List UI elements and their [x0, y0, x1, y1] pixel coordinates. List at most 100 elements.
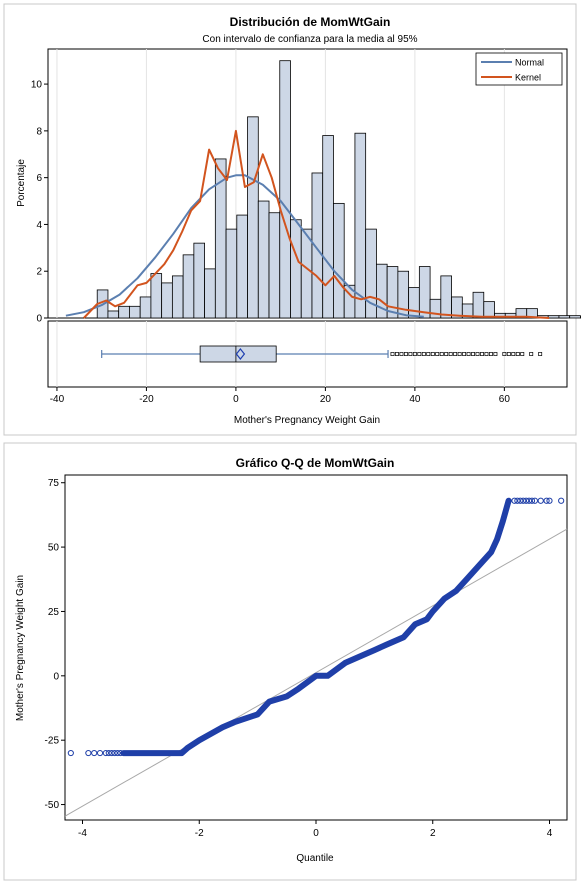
box-outlier	[538, 352, 543, 356]
qq-point	[537, 497, 544, 504]
qq-point	[85, 749, 92, 757]
qq-y-tick-label: -50	[45, 800, 60, 811]
box-outlier	[448, 352, 453, 356]
histogram-bar	[279, 60, 291, 319]
histogram-bar	[257, 200, 270, 319]
histogram-bar	[139, 296, 152, 319]
y-tick-label: 2	[36, 267, 42, 278]
qq-point	[514, 497, 521, 504]
x-tick-label: -40	[50, 394, 65, 405]
histogram-bar	[322, 135, 334, 319]
qq-point	[531, 497, 538, 504]
box-outlier	[412, 352, 417, 356]
normal-density-curve	[65, 174, 424, 318]
histogram-bar	[171, 275, 184, 319]
qq-point-band	[120, 497, 512, 757]
y-tick-label: 0	[36, 314, 42, 325]
box-outlier	[484, 352, 489, 356]
box-outlier	[430, 352, 435, 356]
box-outlier	[399, 352, 404, 356]
histogram-chart: Distribución de MomWtGain Con intervalo …	[3, 3, 581, 436]
qq-x-tick-label: 2	[430, 828, 436, 839]
qq-y-tick-label: 0	[53, 671, 59, 682]
legend-normal-label: Normal	[515, 58, 544, 68]
qq-y-tick-label: 75	[48, 478, 60, 489]
qq-y-tick-label: 50	[48, 543, 60, 554]
histogram-bar	[247, 116, 259, 319]
histogram-bar	[397, 270, 410, 319]
qq-reference-line	[64, 528, 568, 817]
box-outlier	[511, 352, 516, 356]
qq-point	[543, 497, 550, 504]
qq-point	[517, 497, 524, 504]
qq-point	[96, 749, 104, 757]
box-outlier	[480, 352, 484, 356]
histogram-bar	[225, 228, 238, 319]
histogram-bar	[236, 214, 248, 319]
legend: Normal Kernel	[475, 52, 563, 86]
qq-y-tick-label: -25	[45, 736, 60, 747]
histogram-bar	[118, 305, 130, 319]
histogram-bar	[161, 282, 173, 319]
box-outlier	[390, 352, 395, 356]
box-outlier	[408, 352, 413, 356]
legend-kernel-label: Kernel	[515, 73, 541, 83]
histogram-bar	[440, 275, 452, 319]
qq-point	[105, 749, 112, 757]
qq-point	[111, 749, 118, 757]
box-outlier	[488, 352, 493, 356]
box-outlier	[403, 352, 408, 356]
histogram-bar	[129, 305, 141, 319]
box-iqr	[199, 345, 277, 363]
qq-point	[520, 497, 527, 504]
box-outlier	[435, 352, 440, 356]
histogram-bar	[150, 273, 163, 319]
qq-y-axis-label: Mother's Pregnancy Weight Gain	[15, 575, 26, 721]
box-outlier	[520, 352, 525, 356]
qq-x-tick-label: 0	[313, 828, 319, 839]
histogram-bar	[408, 287, 420, 319]
qq-point	[525, 497, 533, 504]
qq-point	[558, 497, 565, 504]
histogram-bar	[547, 315, 560, 319]
box-outlier	[493, 352, 498, 356]
box-outlier	[466, 352, 471, 356]
box-outlier	[395, 352, 399, 356]
box-outlier	[439, 352, 444, 356]
legend-box	[475, 52, 563, 86]
histogram-bar	[354, 132, 367, 319]
qq-point	[117, 749, 124, 757]
histogram-bar	[204, 268, 216, 319]
box-outlier	[515, 352, 520, 356]
qq-point	[114, 749, 121, 757]
chart-title: Distribución de MomWtGain	[230, 15, 391, 29]
y-tick-label: 8	[36, 126, 42, 137]
chart-subtitle: Con intervalo de confianza para la media…	[202, 34, 417, 45]
qq-plot-area	[64, 474, 568, 821]
box-outlier	[502, 352, 507, 356]
qq-point	[91, 749, 98, 757]
histogram-bar	[107, 310, 120, 319]
histogram-bar	[569, 315, 581, 319]
histogram-bar	[290, 219, 302, 319]
x-tick-label: 20	[320, 394, 332, 405]
qq-point	[523, 497, 530, 504]
histogram-bar	[268, 212, 281, 319]
y-tick-label: 6	[36, 173, 42, 184]
histogram-bar	[558, 315, 571, 319]
kernel-density-curve	[83, 129, 550, 319]
qq-x-tick-label: -4	[78, 828, 87, 839]
qq-chart-title: Gráfico Q-Q de MomWtGain	[236, 456, 395, 470]
histogram-bar	[300, 228, 313, 319]
qq-point	[102, 749, 109, 757]
qq-point	[108, 749, 115, 757]
qq-x-tick-label: -2	[195, 828, 204, 839]
box-outlier	[444, 352, 449, 356]
box-mean-marker	[235, 348, 246, 360]
box-outlier	[475, 352, 480, 356]
qq-y-tick-label: 25	[48, 607, 60, 618]
x-tick-label: -20	[139, 394, 154, 405]
x-axis-label: Mother's Pregnancy Weight Gain	[234, 415, 380, 426]
qq-chart-frame	[3, 442, 577, 881]
x-tick-label: 40	[409, 394, 421, 405]
